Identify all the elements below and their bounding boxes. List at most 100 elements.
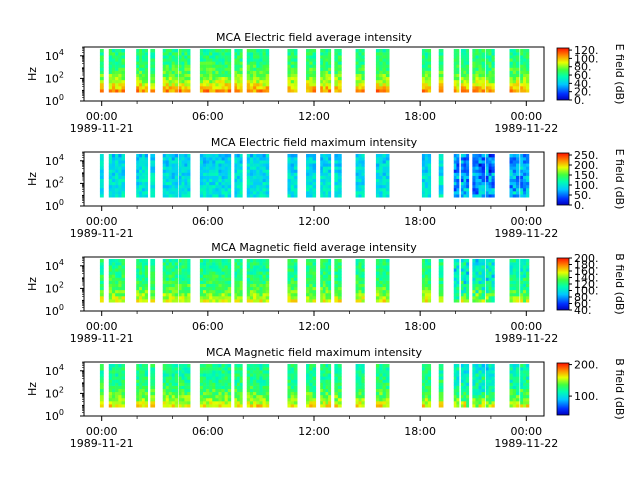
data-block bbox=[199, 48, 232, 93]
data-block bbox=[162, 48, 179, 93]
panel-title: MCA Magnetic field maximum intensity bbox=[206, 346, 422, 359]
data-block bbox=[472, 153, 486, 198]
data-block bbox=[108, 153, 125, 198]
data-block bbox=[246, 363, 270, 408]
x-date-label: 1989-11-22 bbox=[494, 227, 558, 240]
data-block bbox=[375, 153, 390, 198]
data-block bbox=[375, 48, 390, 93]
data-block bbox=[199, 258, 232, 303]
colorbar-tick-label: 20. bbox=[574, 86, 592, 99]
data-block bbox=[453, 258, 460, 303]
data-block bbox=[108, 258, 125, 303]
data-block bbox=[320, 363, 332, 408]
data-block bbox=[108, 48, 125, 93]
data-block bbox=[485, 258, 495, 303]
data-block bbox=[178, 258, 191, 303]
data-block bbox=[162, 258, 179, 303]
data-block bbox=[150, 48, 156, 93]
data-block bbox=[287, 258, 298, 303]
panel-title: MCA Electric field average intensity bbox=[216, 31, 412, 44]
chart-panel-4: MCA Magnetic field maximum intensity 100 1… bbox=[26, 346, 626, 450]
colorbar-tick-label: 40. bbox=[574, 304, 592, 317]
y-tick-label: 102 bbox=[45, 175, 64, 190]
data-block bbox=[472, 258, 486, 303]
data-block bbox=[150, 258, 156, 303]
chart-panel-2: MCA Electric field maximum intensity 100 1… bbox=[26, 136, 626, 240]
y-tick-label: 102 bbox=[45, 385, 64, 400]
data-block bbox=[520, 258, 530, 303]
data-block bbox=[421, 258, 432, 303]
x-tick-label: 00:00 bbox=[86, 320, 118, 333]
data-block bbox=[375, 258, 390, 303]
panel-title: MCA Magnetic field average intensity bbox=[211, 241, 417, 254]
colorbar bbox=[556, 47, 570, 101]
data-block bbox=[472, 48, 486, 93]
x-date-label: 1989-11-21 bbox=[70, 122, 134, 135]
data-block bbox=[178, 48, 191, 93]
x-tick-label: 18:00 bbox=[404, 320, 436, 333]
chart-panel-3: MCA Magnetic field average intensity 100 1… bbox=[26, 241, 626, 345]
x-tick-label: 00:00 bbox=[510, 425, 542, 438]
data-block bbox=[375, 363, 390, 408]
x-tick-label: 00:00 bbox=[86, 215, 118, 228]
data-block bbox=[334, 153, 342, 198]
y-tick-label: 102 bbox=[45, 280, 64, 295]
colorbar-tick-label: 80. bbox=[574, 61, 592, 74]
colorbar-tick-label: 0. bbox=[574, 94, 585, 107]
data-block bbox=[136, 153, 148, 198]
data-block bbox=[99, 258, 104, 303]
data-block bbox=[306, 48, 317, 93]
chart-panel-1: MCA Electric field average intensity 100 1… bbox=[26, 31, 626, 135]
data-block bbox=[421, 48, 432, 93]
colorbar-tick-label: 0. bbox=[574, 199, 585, 212]
colorbar-tick-label: 150. bbox=[574, 169, 599, 182]
data-block bbox=[520, 363, 530, 408]
data-block bbox=[334, 258, 342, 303]
data-block bbox=[453, 153, 460, 198]
data-block bbox=[136, 363, 148, 408]
colorbar-tick-label: 250. bbox=[574, 149, 599, 162]
x-date-label: 1989-11-21 bbox=[70, 227, 134, 240]
data-block bbox=[453, 48, 460, 93]
colorbar-label: B field (dB) bbox=[613, 358, 626, 419]
data-block bbox=[453, 363, 460, 408]
data-block bbox=[334, 48, 342, 93]
data-block bbox=[438, 363, 444, 408]
data-block bbox=[421, 153, 432, 198]
data-block bbox=[355, 48, 365, 93]
data-block bbox=[485, 363, 495, 408]
colorbar-tick-label: 80. bbox=[574, 291, 592, 304]
x-tick-label: 00:00 bbox=[510, 320, 542, 333]
data-block bbox=[509, 258, 520, 303]
data-block bbox=[287, 153, 298, 198]
data-block bbox=[246, 48, 270, 93]
y-tick-label: 100 bbox=[45, 408, 64, 423]
x-tick-label: 18:00 bbox=[404, 215, 436, 228]
x-tick-label: 06:00 bbox=[192, 215, 224, 228]
data-block bbox=[108, 363, 125, 408]
colorbar bbox=[556, 362, 570, 416]
y-axis-label: Hz bbox=[26, 67, 39, 81]
colorbar-tick-label: 200. bbox=[574, 359, 599, 372]
data-block bbox=[99, 153, 104, 198]
data-block bbox=[460, 48, 470, 93]
data-block bbox=[136, 258, 148, 303]
x-tick-label: 12:00 bbox=[298, 320, 330, 333]
x-date-label: 1989-11-21 bbox=[70, 332, 134, 345]
data-block bbox=[162, 153, 179, 198]
data-block bbox=[355, 153, 365, 198]
data-block bbox=[136, 48, 148, 93]
data-block bbox=[178, 153, 191, 198]
colorbar-tick-label: 40. bbox=[574, 77, 592, 90]
data-block bbox=[460, 363, 470, 408]
data-block bbox=[460, 258, 470, 303]
x-tick-label: 12:00 bbox=[298, 215, 330, 228]
colorbar bbox=[556, 152, 570, 206]
colorbar-tick-label: 120. bbox=[574, 44, 599, 57]
x-tick-label: 06:00 bbox=[192, 320, 224, 333]
colorbar-tick-label: 200. bbox=[574, 252, 599, 265]
data-block bbox=[421, 363, 432, 408]
data-block bbox=[178, 363, 191, 408]
colorbar-label: E field (dB) bbox=[613, 44, 626, 105]
x-tick-label: 18:00 bbox=[404, 110, 436, 123]
